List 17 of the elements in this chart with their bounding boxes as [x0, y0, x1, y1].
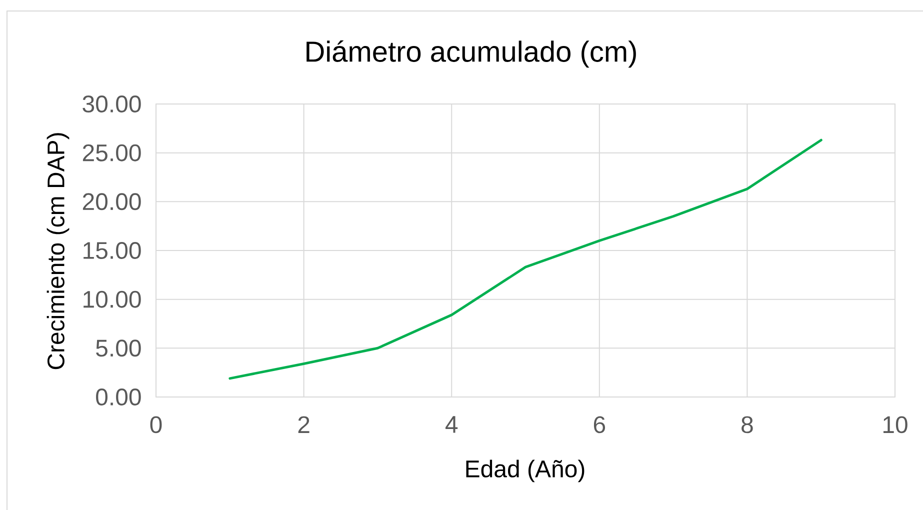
x-tick-label: 10: [883, 416, 908, 434]
y-tick-label: 20.00: [82, 193, 141, 210]
y-tick-label: 25.00: [82, 144, 141, 162]
y-axis-title: Crecimiento (cm DAP): [46, 133, 70, 370]
x-tick-label: 6: [594, 416, 606, 434]
x-tick-label: 4: [445, 416, 458, 433]
x-tick-label: 0: [150, 416, 162, 434]
x-tick-label: 2: [298, 416, 310, 433]
line-series: [228, 138, 822, 380]
y-tick-label: 30.00: [82, 96, 141, 112]
x-axis-title: Edad (Año): [466, 460, 584, 482]
x-tick-label: 8: [742, 416, 753, 434]
chart-title: Diámetro acumulado (cm): [306, 40, 636, 68]
y-tick-label: 5.00: [96, 340, 141, 357]
y-tick-label: 0.00: [96, 388, 141, 406]
y-tick-label: 15.00: [84, 242, 141, 259]
y-tick-label: 10.00: [84, 290, 141, 308]
